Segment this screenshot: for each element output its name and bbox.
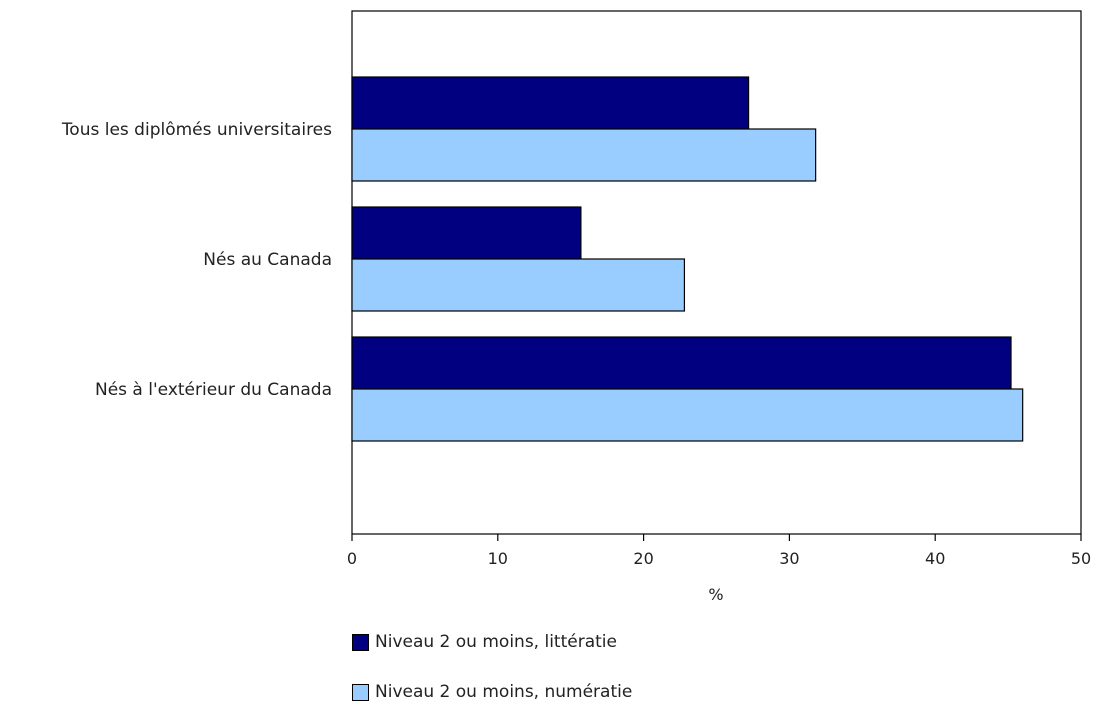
category-label-2: Nés à l'extérieur du Canada bbox=[95, 380, 332, 400]
legend-label-literacy: Niveau 2 ou moins, littératie bbox=[375, 632, 617, 652]
x-axis-ticks: 0 10 20 30 40 50 bbox=[347, 534, 1091, 568]
bar-literacy-1 bbox=[351, 206, 582, 260]
x-tick-label-5: 50 bbox=[1071, 549, 1091, 568]
category-labels: Tous les diplômés universitaires Nés au C… bbox=[61, 120, 332, 400]
bar-numeracy-2 bbox=[351, 388, 1024, 442]
x-tick-label-2: 20 bbox=[633, 549, 653, 568]
x-tick-label-1: 10 bbox=[488, 549, 508, 568]
x-tick-label-0: 0 bbox=[347, 549, 357, 568]
bar-numeracy-0 bbox=[351, 128, 817, 182]
legend-item-literacy: Niveau 2 ou moins, littératie bbox=[352, 632, 617, 652]
x-tick-label-3: 30 bbox=[779, 549, 799, 568]
bar-literacy-0 bbox=[351, 76, 750, 130]
category-label-0: Tous les diplômés universitaires bbox=[61, 120, 332, 140]
legend-swatch-numeracy bbox=[352, 683, 369, 701]
x-tick-label-4: 40 bbox=[925, 549, 945, 568]
legend-swatch-literacy bbox=[352, 633, 369, 651]
bar-literacy-2 bbox=[351, 336, 1012, 390]
bar-numeracy-1 bbox=[351, 258, 686, 312]
legend-item-numeracy: Niveau 2 ou moins, numératie bbox=[352, 682, 632, 702]
bars-group bbox=[351, 76, 1024, 442]
x-axis-title: % bbox=[708, 585, 723, 604]
legend-label-numeracy: Niveau 2 ou moins, numératie bbox=[375, 682, 633, 702]
category-label-1: Nés au Canada bbox=[203, 250, 332, 270]
